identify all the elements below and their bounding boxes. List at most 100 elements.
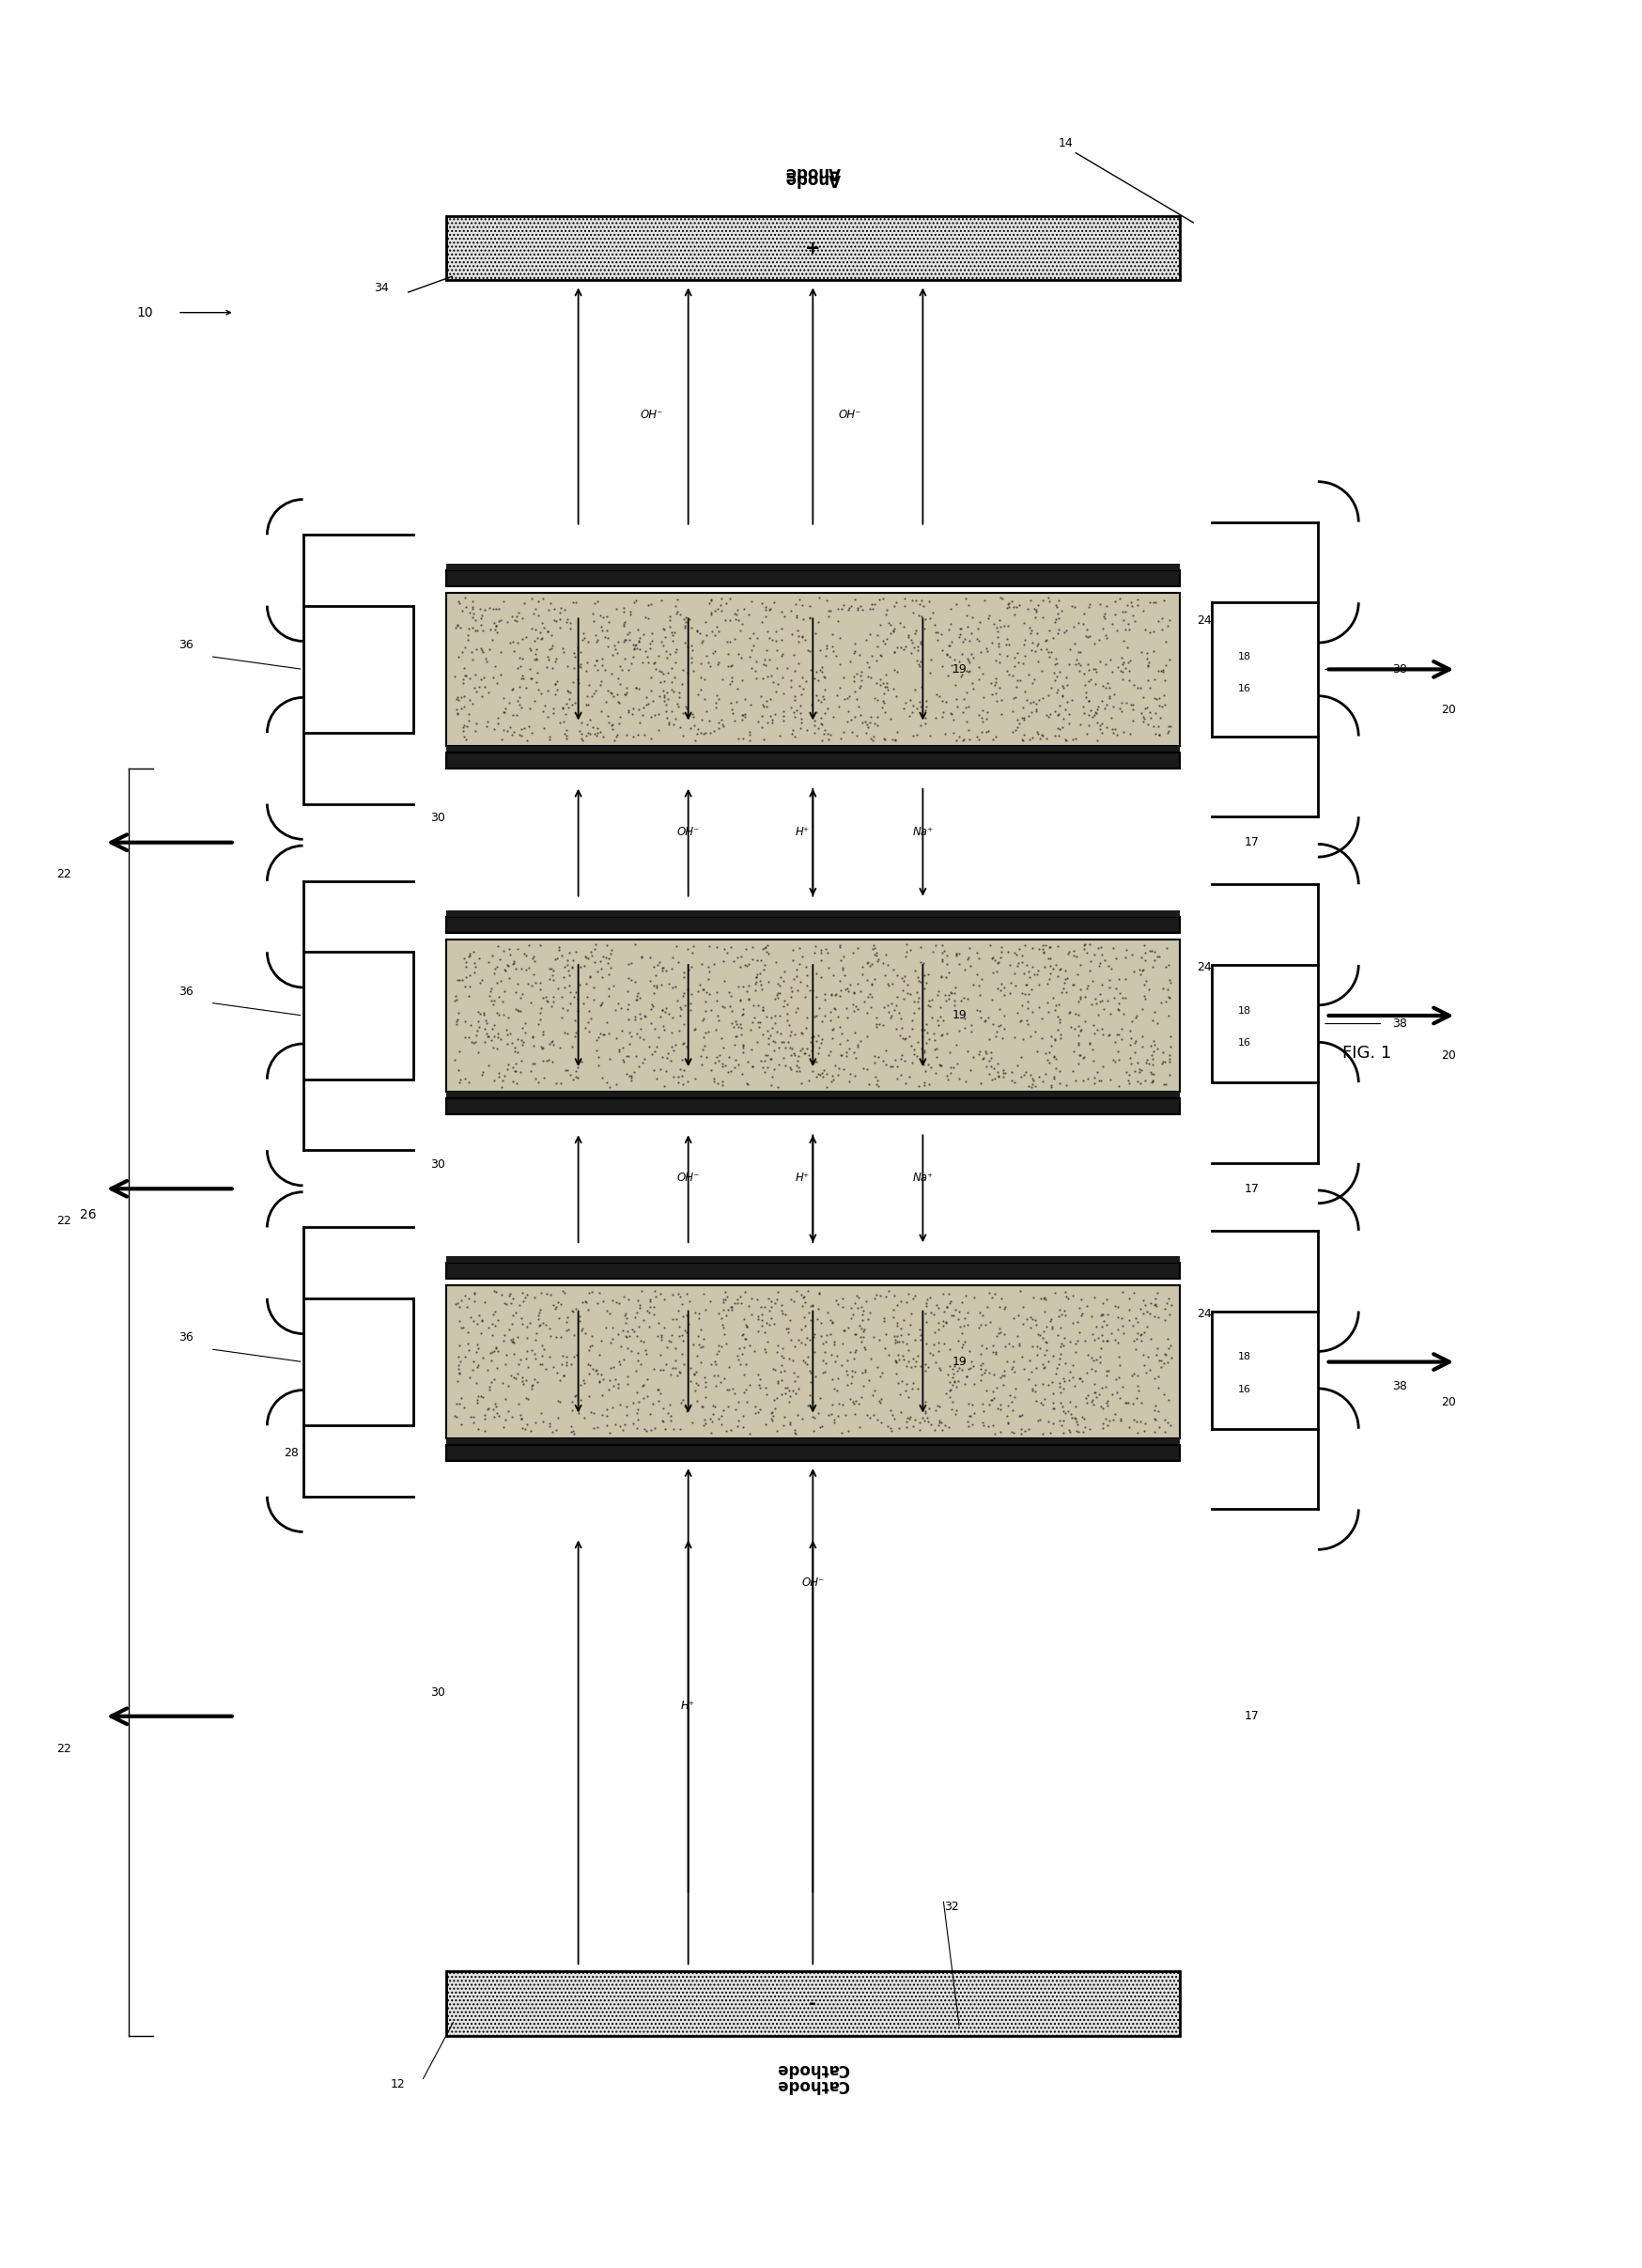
Point: [560, 665, 586, 701]
Point: [844, 1027, 870, 1064]
Point: [612, 1295, 639, 1331]
Point: [1023, 1381, 1049, 1418]
Point: [693, 984, 719, 1021]
Point: [755, 612, 782, 649]
Point: [967, 1336, 993, 1372]
Point: [604, 984, 631, 1021]
Point: [696, 714, 722, 751]
Point: [639, 699, 665, 735]
Point: [754, 1377, 780, 1413]
Point: [992, 1055, 1018, 1091]
Point: [870, 683, 897, 719]
Point: [1008, 721, 1034, 758]
Point: [553, 1304, 580, 1340]
Point: [911, 610, 938, 646]
Point: [910, 1018, 936, 1055]
Point: [1000, 1349, 1026, 1386]
Point: [984, 946, 1010, 982]
Point: [442, 1286, 468, 1322]
Point: [519, 1018, 545, 1055]
Point: [882, 723, 908, 760]
Point: [716, 601, 742, 637]
Point: [913, 1325, 939, 1361]
Point: [612, 676, 639, 712]
Point: [819, 1021, 846, 1057]
Point: [547, 610, 573, 646]
Point: [506, 640, 532, 676]
Point: [819, 628, 846, 665]
Point: [573, 644, 599, 680]
Point: [1140, 948, 1166, 984]
Point: [998, 964, 1025, 1000]
Point: [555, 1016, 581, 1052]
Point: [764, 975, 790, 1012]
Point: [1151, 1043, 1177, 1080]
Point: [1066, 1046, 1092, 1082]
Point: [701, 712, 727, 748]
Point: [1080, 626, 1107, 662]
Point: [1115, 644, 1141, 680]
Point: [883, 1061, 910, 1098]
Point: [790, 660, 816, 696]
Point: [897, 1306, 923, 1343]
Point: [947, 610, 974, 646]
Point: [1041, 1021, 1067, 1057]
Point: [747, 1043, 773, 1080]
Point: [849, 948, 875, 984]
Point: [1057, 993, 1084, 1030]
Point: [900, 717, 926, 753]
Point: [1038, 633, 1064, 669]
Point: [790, 1279, 816, 1315]
Point: [952, 581, 979, 617]
Text: Cathode: Cathode: [777, 2075, 849, 2093]
Point: [862, 1059, 888, 1095]
Point: [486, 998, 512, 1034]
Point: [1087, 585, 1113, 621]
Point: [450, 939, 476, 975]
Point: [1025, 626, 1051, 662]
Point: [450, 649, 476, 685]
Point: [1153, 1066, 1179, 1102]
Point: [539, 1413, 565, 1449]
Point: [1123, 1379, 1149, 1415]
Point: [540, 590, 566, 626]
Point: [800, 1018, 826, 1055]
Point: [1135, 1041, 1161, 1077]
Point: [580, 710, 606, 746]
Point: [471, 1025, 498, 1061]
Point: [1051, 1320, 1077, 1356]
Point: [458, 1025, 484, 1061]
Point: [645, 1372, 672, 1408]
Point: [923, 699, 949, 735]
Point: [688, 671, 714, 708]
Point: [841, 1386, 867, 1422]
Point: [780, 1034, 806, 1070]
Point: [806, 1030, 832, 1066]
Point: [811, 982, 837, 1018]
Point: [1066, 1313, 1092, 1349]
Point: [691, 1379, 718, 1415]
Point: [1138, 932, 1164, 968]
Point: [637, 631, 663, 667]
Point: [673, 603, 699, 640]
Point: [1030, 599, 1056, 635]
Point: [553, 685, 580, 721]
Point: [808, 705, 834, 742]
Point: [727, 1279, 754, 1315]
Point: [1007, 662, 1033, 699]
Point: [585, 1408, 611, 1445]
Point: [923, 1345, 949, 1381]
Point: [498, 1359, 524, 1395]
Point: [952, 1300, 979, 1336]
Point: [803, 1059, 829, 1095]
Point: [589, 599, 616, 635]
Point: [793, 712, 819, 748]
Point: [810, 678, 836, 714]
Point: [509, 601, 535, 637]
Point: [1097, 968, 1123, 1005]
Point: [765, 1030, 791, 1066]
Point: [979, 1048, 1005, 1084]
Point: [563, 1290, 589, 1327]
Point: [772, 1374, 798, 1411]
Point: [711, 1315, 737, 1352]
